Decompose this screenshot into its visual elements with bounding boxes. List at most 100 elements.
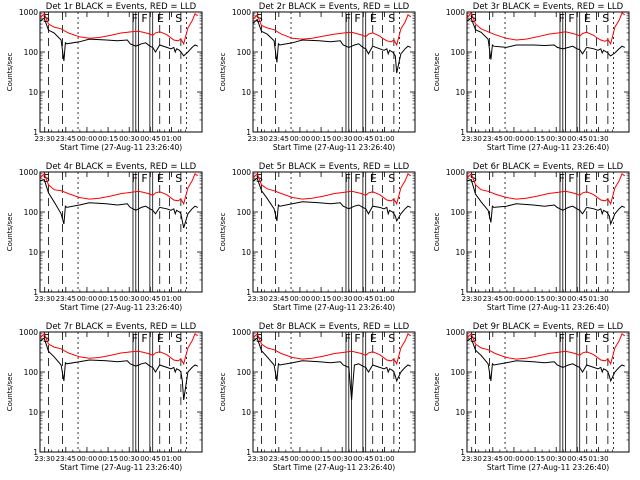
x-axis-label: Start Time (27-Aug-11 23:26:40) (60, 463, 182, 472)
y-tick-label: 1 (460, 448, 465, 457)
event-marker-letter: E (157, 332, 164, 345)
x-tick-label: 23:45 (269, 295, 289, 303)
x-tick-label: 00:45 (140, 455, 160, 463)
chart-svg: Det 5r BLACK = Events, RED = LLD 1 10 100 10… (219, 162, 416, 312)
x-tick-label: 00:45 (140, 295, 160, 303)
y-tick-label: 10 (241, 408, 251, 417)
event-marker-letter: F (345, 12, 351, 25)
event-marker-letter: E (157, 12, 164, 25)
plot-frame (252, 11, 416, 133)
y-tick-label: 1000 (19, 328, 38, 337)
x-tick-label: 00:00 (504, 455, 524, 463)
x-tick-label: 00:30 (332, 455, 352, 463)
x-tick-label: 00:00 (77, 455, 97, 463)
event-marker-letter: E (370, 332, 377, 345)
chart-svg: Det 4r BLACK = Events, RED = LLD 1 10 100 10… (6, 162, 203, 312)
event-marker-letter: S (602, 12, 609, 25)
series-events-line (466, 17, 625, 60)
x-tick-label: 00:30 (546, 455, 566, 463)
y-tick-label: 1 (460, 128, 465, 137)
x-tick-label: 23:45 (483, 135, 503, 143)
x-tick-label: 23:45 (56, 295, 76, 303)
x-tick-label: 23:45 (269, 455, 289, 463)
x-axis-label: Start Time (27-Aug-11 23:26:40) (60, 143, 182, 152)
y-axis-label: Counts/sec (219, 373, 227, 412)
y-tick-label: 100 (24, 208, 39, 217)
x-tick-label: 23:30 (248, 135, 268, 143)
plot-frame (39, 331, 203, 453)
x-tick-label: 00:30 (119, 295, 139, 303)
chart-title: Det 7r BLACK = Events, RED = LLD (46, 322, 197, 332)
y-tick-label: 100 (24, 48, 39, 57)
detector-panel-7: Det 7r BLACK = Events, RED = LLD 1 10 100 10… (0, 320, 213, 480)
event-marker-letter: F (559, 172, 565, 185)
chart-svg: Det 3r BLACK = Events, RED = LLD 1 10 100 10… (433, 2, 630, 152)
y-tick-label: 10 (455, 248, 465, 257)
x-tick-label: 00:15 (525, 135, 545, 143)
chart-title: Det 5r BLACK = Events, RED = LLD (259, 162, 410, 172)
x-tick-label: 23:45 (483, 295, 503, 303)
y-tick-label: 1 (460, 288, 465, 297)
x-tick-label: 00:00 (290, 295, 310, 303)
x-tick-label: 00:15 (525, 295, 545, 303)
event-marker-letter: S (175, 332, 182, 345)
event-marker-letter: F (354, 332, 360, 345)
event-marker-letter: E (157, 172, 164, 185)
x-tick-label: 01:00 (161, 455, 181, 463)
event-marker-letter: F (132, 12, 138, 25)
event-marker-letter: S (388, 172, 395, 185)
y-tick-label: 10 (28, 88, 38, 97)
series-lld-line (252, 172, 412, 206)
chart-svg: Det 8r BLACK = Events, RED = LLD 1 10 100 10… (219, 322, 416, 472)
event-marker-letter: S (175, 172, 182, 185)
x-tick-label: 23:30 (462, 135, 482, 143)
event-marker-letter: E (370, 12, 377, 25)
x-axis-label: Start Time (27-Aug-11 23:26:40) (487, 143, 609, 152)
y-tick-label: 1000 (232, 168, 251, 177)
series-events-line (252, 18, 411, 74)
event-marker-letter: F (141, 332, 147, 345)
y-tick-label: 1000 (446, 168, 465, 177)
x-tick-label: 23:45 (56, 135, 76, 143)
detector-panel-6: Det 6r BLACK = Events, RED = LLD 1 10 100 10… (427, 160, 640, 320)
chart-title: Det 2r BLACK = Events, RED = LLD (259, 2, 410, 12)
y-axis-label: Counts/sec (219, 53, 227, 92)
chart-svg: Det 9r BLACK = Events, RED = LLD 1 10 100 10… (433, 322, 630, 472)
detector-panel-1: Det 1r BLACK = Events, RED = LLD 1 10 100 10… (0, 0, 213, 160)
x-tick-label: 00:00 (290, 455, 310, 463)
x-tick-label: 00:45 (567, 135, 587, 143)
y-tick-label: 1000 (232, 8, 251, 17)
y-tick-label: 1000 (19, 168, 38, 177)
series-lld-line (39, 12, 199, 46)
x-tick-label: 00:45 (353, 135, 373, 143)
x-tick-label: 00:30 (332, 295, 352, 303)
event-marker-letter: F (141, 12, 147, 25)
event-marker-letter: S (256, 12, 263, 25)
y-tick-label: 1 (33, 448, 38, 457)
x-tick-label: 00:00 (504, 135, 524, 143)
y-axis-label: Counts/sec (219, 213, 227, 252)
x-tick-label: 23:30 (35, 455, 55, 463)
x-tick-label: 01:00 (374, 295, 394, 303)
x-tick-label: 00:00 (77, 295, 97, 303)
y-tick-label: 1000 (19, 8, 38, 17)
x-tick-label: 23:45 (269, 135, 289, 143)
y-tick-label: 10 (455, 88, 465, 97)
event-marker-letter: F (354, 172, 360, 185)
chart-svg: Det 6r BLACK = Events, RED = LLD 1 10 100 10… (433, 162, 630, 312)
x-axis-label: Start Time (27-Aug-11 23:26:40) (273, 143, 395, 152)
plot-frame (39, 11, 203, 133)
x-tick-label: 00:45 (353, 295, 373, 303)
event-marker-letter: S (388, 12, 395, 25)
x-tick-label: 01:00 (374, 135, 394, 143)
y-tick-label: 100 (451, 368, 466, 377)
plot-frame (466, 331, 630, 453)
event-marker-letter: F (559, 332, 565, 345)
detector-panel-5: Det 5r BLACK = Events, RED = LLD 1 10 100 10… (213, 160, 426, 320)
y-tick-label: 1000 (446, 328, 465, 337)
x-tick-label: 01:30 (588, 135, 608, 143)
y-tick-label: 10 (28, 408, 38, 417)
event-marker-letter: F (345, 332, 351, 345)
event-marker-letter: E (584, 332, 591, 345)
